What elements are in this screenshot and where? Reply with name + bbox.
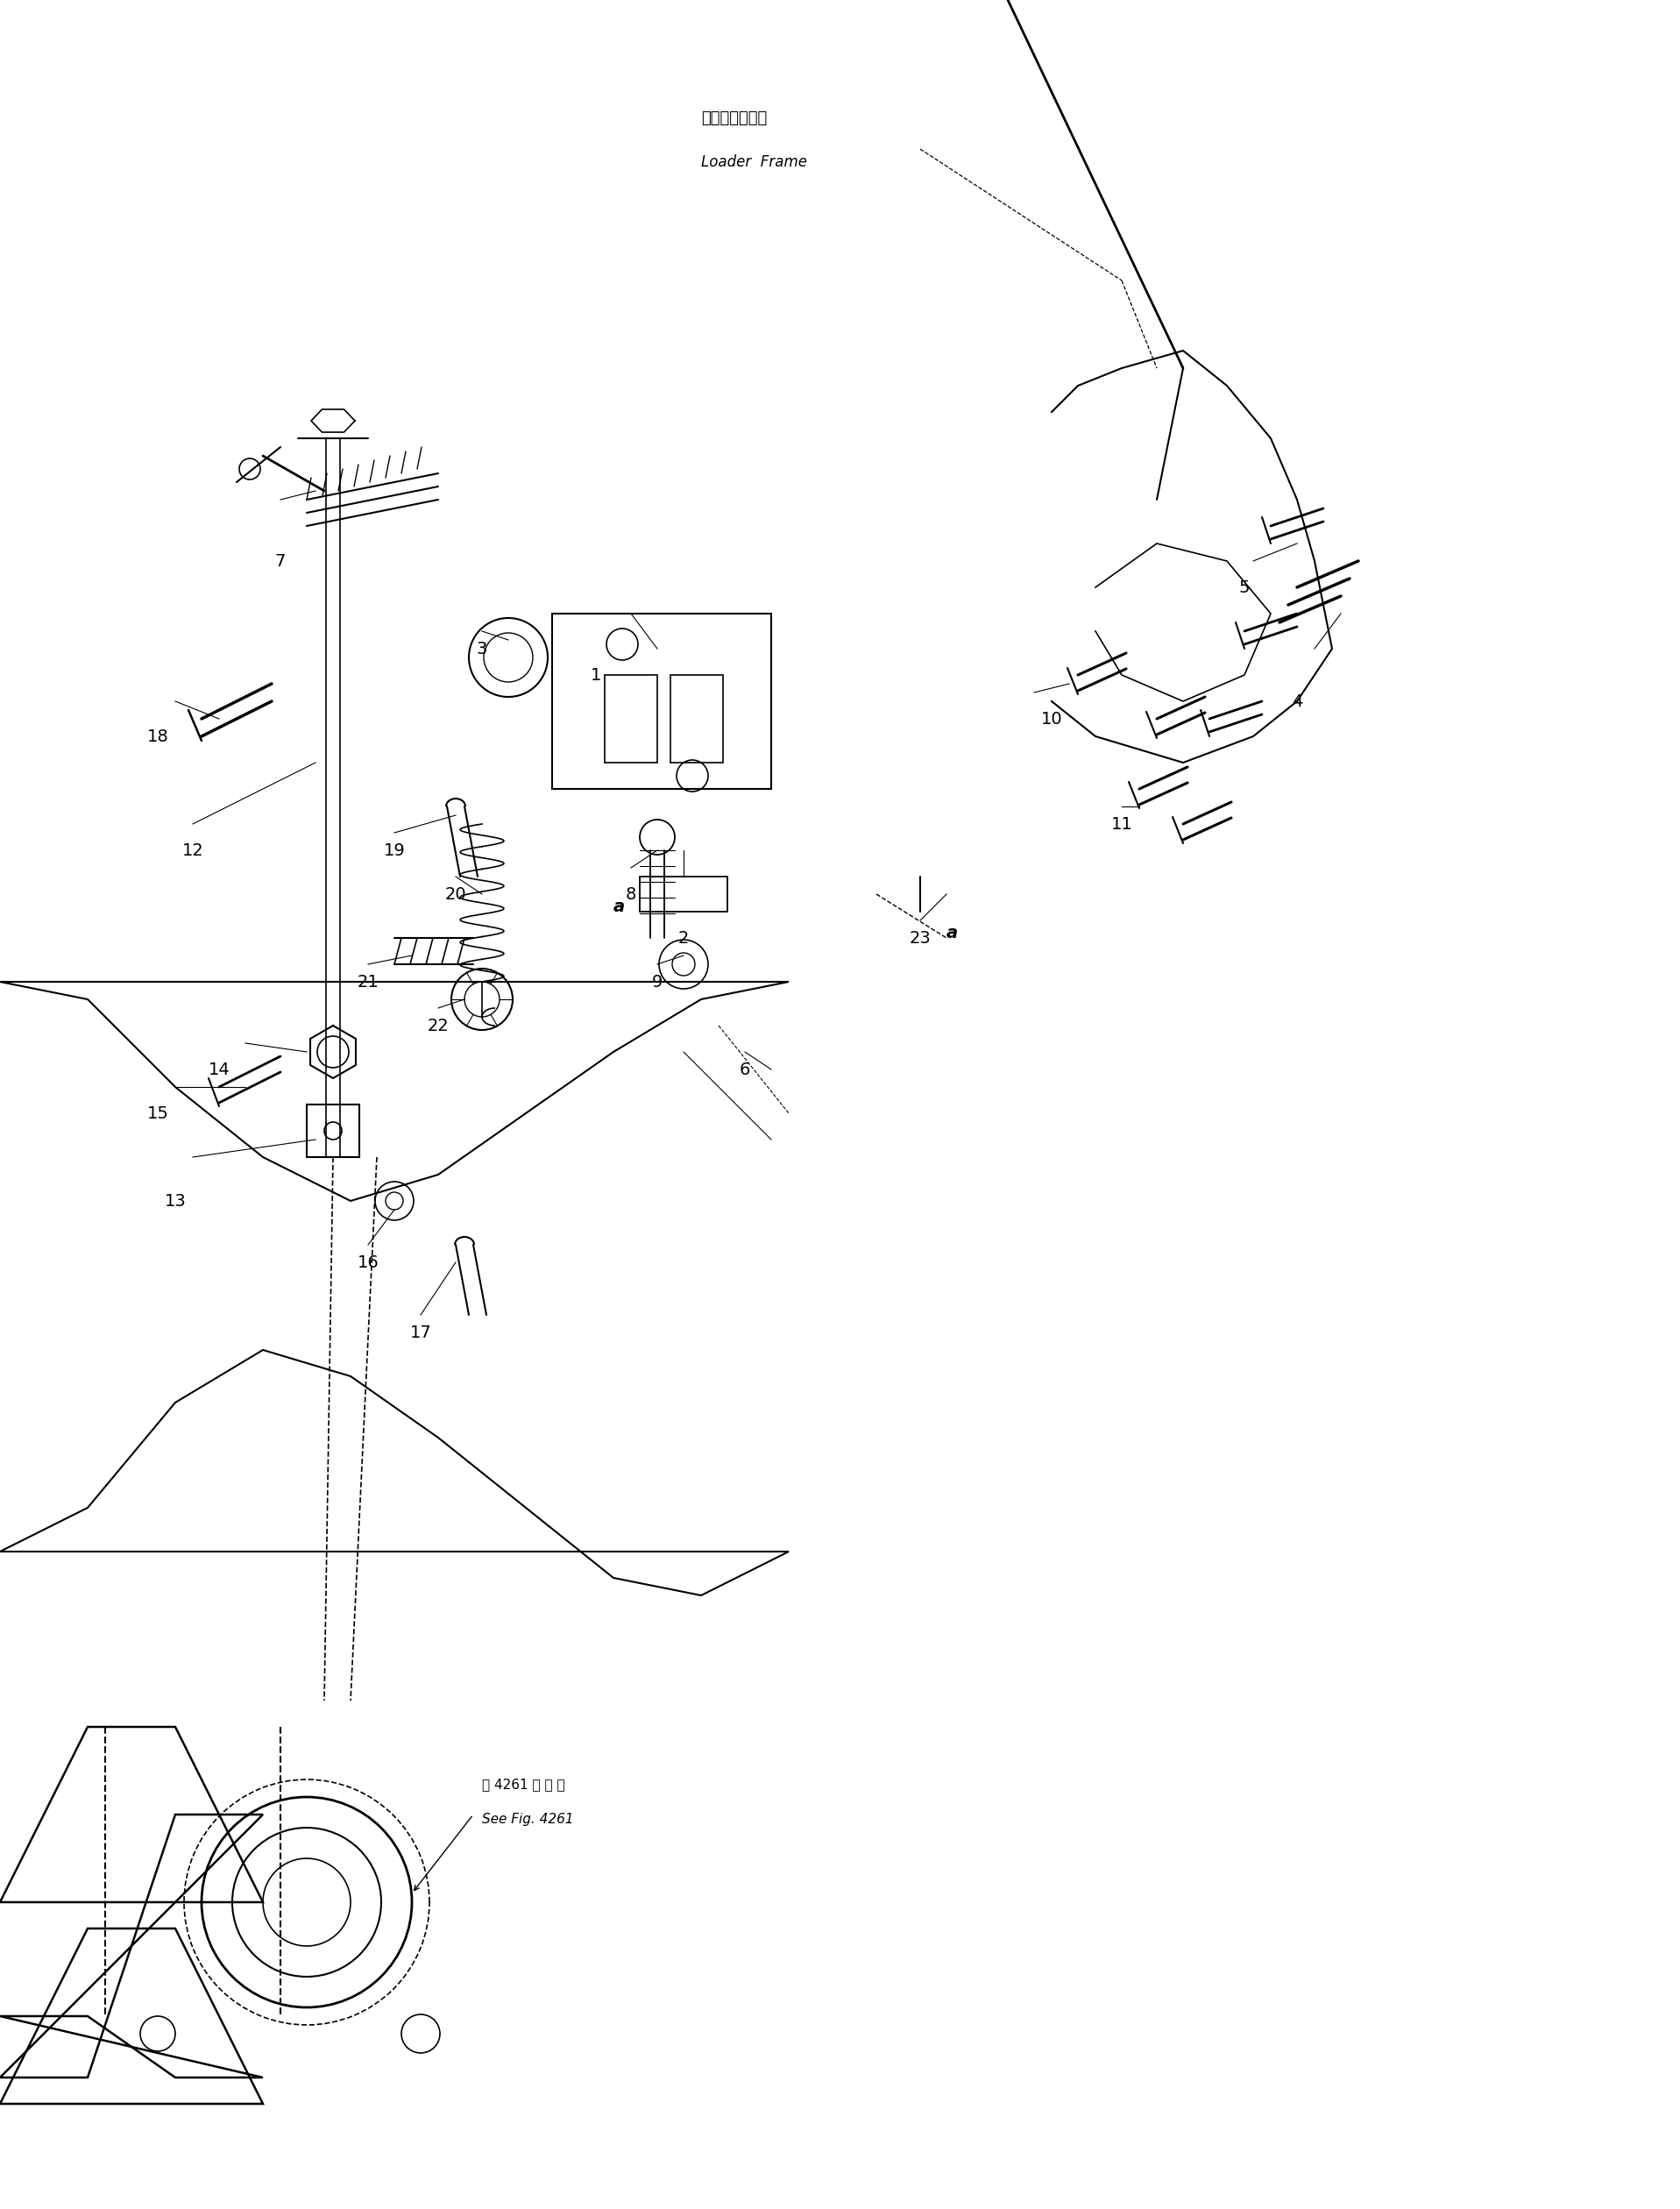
Text: 20: 20 [445,886,467,903]
Text: See Fig. 4261: See Fig. 4261 [482,1814,573,1827]
Text: a: a [946,926,958,941]
Text: 11: 11 [1110,815,1132,833]
Text: 9: 9 [652,974,662,990]
Text: 22: 22 [427,1018,449,1034]
Text: 5: 5 [1238,579,1250,596]
Text: 21: 21 [358,974,380,990]
Text: 12: 12 [181,842,203,859]
Text: 10: 10 [1042,711,1062,727]
Text: ローダフレーム: ローダフレーム [701,110,768,126]
Text: 7: 7 [276,552,286,570]
Text: 17: 17 [410,1323,432,1341]
Text: 15: 15 [146,1104,168,1122]
Text: 1: 1 [590,667,601,683]
Text: 4: 4 [1292,694,1302,709]
Text: 3: 3 [477,641,487,656]
Text: 16: 16 [358,1255,380,1270]
Text: a: a [613,899,625,915]
Text: 8: 8 [625,886,637,903]
Text: 第 4261 図 参 照: 第 4261 図 参 照 [482,1778,564,1791]
Text: 14: 14 [208,1060,230,1078]
Text: 19: 19 [383,842,405,859]
Text: 18: 18 [146,729,168,744]
Text: 6: 6 [739,1060,751,1078]
Text: 2: 2 [679,930,689,945]
Text: Loader  Frame: Loader Frame [701,155,806,170]
Text: 13: 13 [165,1193,186,1208]
Text: 23: 23 [909,930,931,945]
